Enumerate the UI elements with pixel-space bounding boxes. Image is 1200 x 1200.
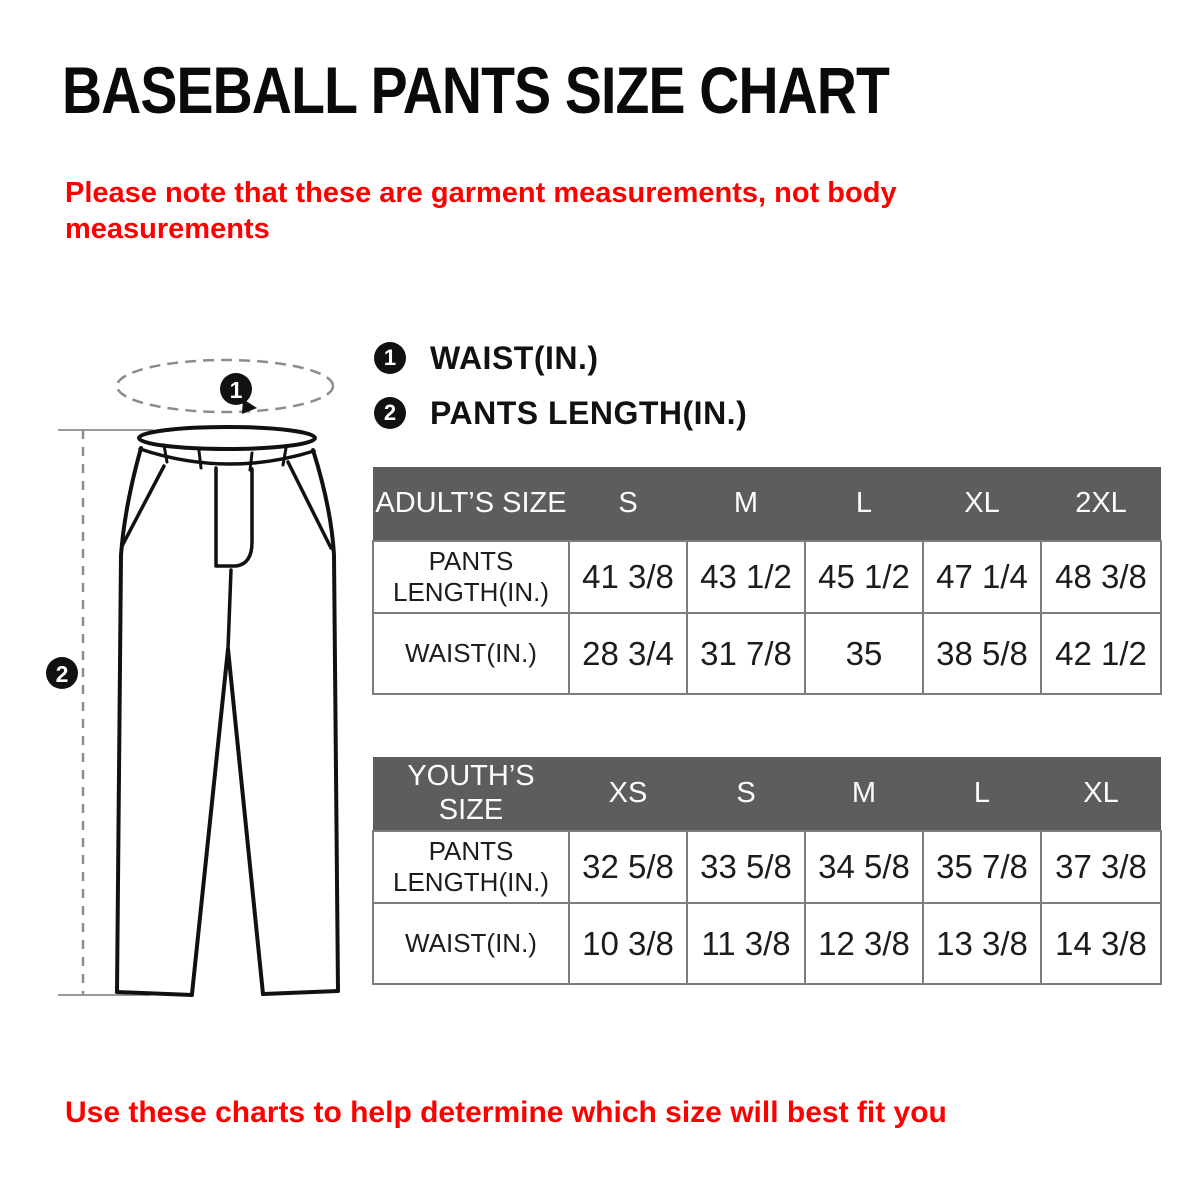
- cell-value: 43 1/2: [686, 540, 806, 614]
- right-side-seam: [311, 448, 340, 993]
- belt-loop: [197, 449, 203, 470]
- marker-1-number: 1: [230, 377, 243, 403]
- adult-size-header: ADULT’S SIZE: [373, 467, 569, 541]
- marker-2-number: 2: [56, 661, 69, 687]
- cell-value: 34 5/8: [804, 830, 924, 904]
- row-label: PANTS LENGTH(IN.): [372, 830, 570, 904]
- cell-value: 37 3/8: [1040, 830, 1162, 904]
- size-col-header: XL: [1041, 757, 1161, 831]
- legend-item-waist: 1 WAIST(IN.): [374, 339, 747, 377]
- cell-value: 33 5/8: [686, 830, 806, 904]
- size-col-header: L: [805, 467, 923, 541]
- size-col-header: L: [923, 757, 1041, 831]
- youth-size-table: YOUTH’S SIZE XS S M L XL PANTS LENGTH(IN…: [372, 757, 1162, 985]
- cell-value: 42 1/2: [1040, 612, 1162, 695]
- cell-value: 28 3/4: [568, 612, 688, 695]
- pants-outline: [115, 425, 340, 997]
- belt-loop: [281, 446, 288, 467]
- size-col-header: XS: [569, 757, 687, 831]
- row-label: PANTS LENGTH(IN.): [372, 540, 570, 614]
- belt-loop: [162, 443, 169, 464]
- crotch-seam: [226, 568, 233, 651]
- cell-value: 12 3/8: [804, 902, 924, 985]
- diagram-marker-1: 1: [220, 373, 252, 405]
- cell-value: 47 1/4: [922, 540, 1042, 614]
- size-col-header: XL: [923, 467, 1041, 541]
- waist-arrowhead-icon: [242, 399, 257, 414]
- marker-2-badge: 2: [374, 397, 406, 429]
- cell-value: 35: [804, 612, 924, 695]
- waistband-top: [137, 425, 317, 451]
- cell-value: 35 7/8: [922, 830, 1042, 904]
- cell-value: 41 3/8: [568, 540, 688, 614]
- left-hem: [115, 990, 194, 997]
- size-col-header: M: [687, 467, 805, 541]
- marker-1-circle: [220, 373, 252, 405]
- cell-value: 14 3/8: [1040, 902, 1162, 985]
- cell-value: 48 3/8: [1040, 540, 1162, 614]
- size-col-header: S: [569, 467, 687, 541]
- cell-value: 32 5/8: [568, 830, 688, 904]
- waist-measure-ellipse: [115, 358, 335, 414]
- youth-pants-length-row: PANTS LENGTH(IN.) 32 5/8 33 5/8 34 5/8 3…: [372, 830, 1162, 904]
- row-label: WAIST(IN.): [372, 612, 570, 695]
- right-hem: [261, 989, 340, 996]
- right-inseam: [226, 647, 265, 996]
- adult-waist-row: WAIST(IN.) 28 3/4 31 7/8 35 38 5/8 42 1/…: [372, 612, 1162, 695]
- legend-item-pants-length: 2 PANTS LENGTH(IN.): [374, 394, 747, 432]
- garment-measurements-note: Please note that these are garment measu…: [65, 177, 897, 245]
- left-side-seam: [115, 446, 143, 994]
- legend-waist-label: WAIST(IN.): [430, 339, 599, 376]
- cell-value: 45 1/2: [804, 540, 924, 614]
- measurement-legend: 1 WAIST(IN.) 2 PANTS LENGTH(IN.): [374, 339, 747, 449]
- adult-header-row: ADULT’S SIZE S M L XL 2XL: [373, 467, 1161, 541]
- fly: [214, 466, 254, 568]
- left-inseam: [190, 647, 230, 996]
- youth-header-row: YOUTH’S SIZE XS S M L XL: [373, 757, 1161, 831]
- row-label: WAIST(IN.): [372, 902, 570, 985]
- size-col-header: S: [687, 757, 805, 831]
- cell-value: 11 3/8: [686, 902, 806, 985]
- youth-size-header: YOUTH’S SIZE: [373, 757, 569, 831]
- adult-pants-length-row: PANTS LENGTH(IN.) 41 3/8 43 1/2 45 1/2 4…: [372, 540, 1162, 614]
- fit-help-note: Use these charts to help determine which…: [65, 1096, 947, 1129]
- youth-waist-row: WAIST(IN.) 10 3/8 11 3/8 12 3/8 13 3/8 1…: [372, 902, 1162, 985]
- waistband-bottom: [138, 447, 316, 466]
- marker-1-badge: 1: [374, 342, 406, 374]
- right-pocket-line: [286, 460, 333, 550]
- size-col-header: 2XL: [1041, 467, 1161, 541]
- marker-2-circle: [46, 657, 78, 689]
- pants-diagram: 1 2: [46, 358, 340, 997]
- cell-value: 13 3/8: [922, 902, 1042, 985]
- left-pocket-line: [120, 464, 166, 548]
- belt-loop: [248, 451, 254, 472]
- size-col-header: M: [805, 757, 923, 831]
- cell-value: 31 7/8: [686, 612, 806, 695]
- adult-size-table: ADULT’S SIZE S M L XL 2XL PANTS LENGTH(I…: [372, 467, 1162, 695]
- cell-value: 38 5/8: [922, 612, 1042, 695]
- legend-pants-length-label: PANTS LENGTH(IN.): [430, 394, 748, 431]
- diagram-marker-2: 2: [46, 657, 78, 689]
- cell-value: 10 3/8: [568, 902, 688, 985]
- page-title: BASEBALL PANTS SIZE CHART: [62, 53, 890, 127]
